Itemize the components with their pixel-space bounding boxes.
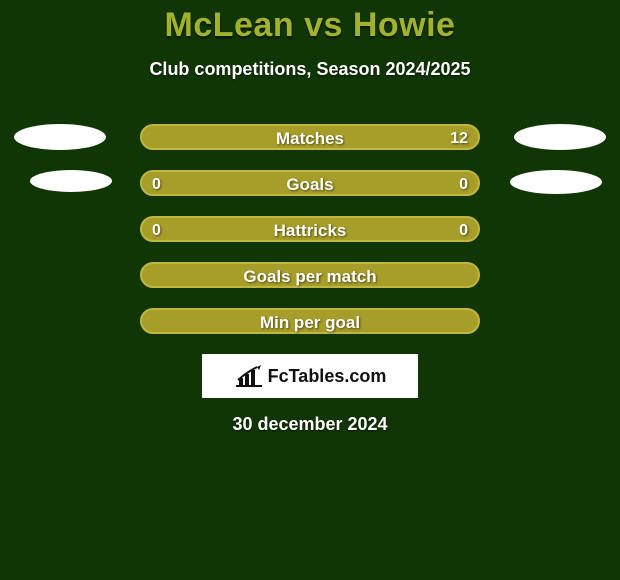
metric-label: Matches [142, 126, 478, 152]
metric-row-matches: Matches 12 [0, 124, 620, 150]
player-left-name: McLean [165, 6, 295, 44]
metric-pill: Min per goal [140, 308, 480, 334]
metric-rows: Matches 12 0 Goals 0 0 Hattricks 0 [0, 124, 620, 334]
metric-row-goals: 0 Goals 0 [0, 170, 620, 196]
brand-box[interactable]: FcTables.com [202, 354, 418, 398]
metric-pill: Goals per match [140, 262, 480, 288]
metric-value-right: 12 [450, 126, 468, 152]
player-right-name: Howie [353, 6, 456, 44]
metric-pill: 0 Goals 0 [140, 170, 480, 196]
page-title: McLean vs Howie [0, 6, 620, 45]
player-left-marker [14, 124, 106, 150]
metric-value-right: 0 [459, 172, 468, 198]
comparison-card: McLean vs Howie Club competitions, Seaso… [0, 0, 620, 580]
player-right-marker [514, 124, 606, 150]
metric-value-right: 0 [459, 218, 468, 244]
metric-label: Hattricks [142, 218, 478, 244]
metric-label: Goals [142, 172, 478, 198]
vs-text: vs [304, 6, 343, 44]
metric-row-goals-per-match: Goals per match [0, 262, 620, 288]
metric-row-min-per-goal: Min per goal [0, 308, 620, 334]
subtitle: Club competitions, Season 2024/2025 [0, 59, 620, 80]
metric-row-hattricks: 0 Hattricks 0 [0, 216, 620, 242]
footer-date: 30 december 2024 [0, 414, 620, 435]
metric-label: Goals per match [142, 264, 478, 290]
brand-chart-icon [234, 364, 264, 388]
metric-pill: Matches 12 [140, 124, 480, 150]
metric-pill: 0 Hattricks 0 [140, 216, 480, 242]
player-left-marker [30, 170, 112, 192]
metric-label: Min per goal [142, 310, 478, 336]
player-right-marker [510, 170, 602, 194]
brand-text: FcTables.com [268, 366, 387, 387]
